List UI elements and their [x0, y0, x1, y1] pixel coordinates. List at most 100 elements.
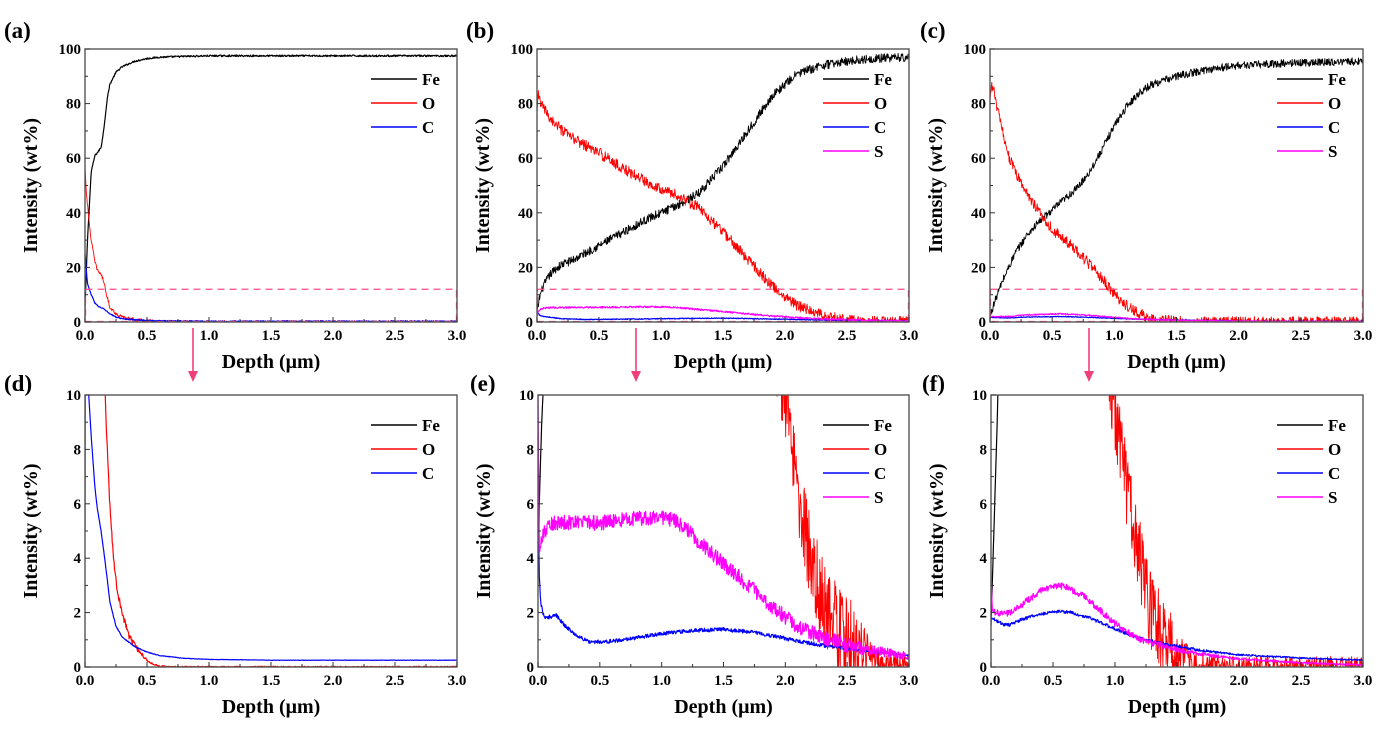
x-tick-label: 3.0 [900, 673, 919, 689]
legend-label: S [1328, 488, 1337, 507]
x-tick-label: 1.0 [200, 673, 219, 689]
panel-tag-c: (c) [920, 18, 946, 43]
legend-item-o: O [823, 440, 887, 459]
series-group [991, 395, 1363, 667]
y-tick-label: 60 [971, 151, 986, 167]
arrow-head [1084, 371, 1094, 382]
x-tick-label: 2.0 [1229, 328, 1248, 344]
series-line-o [104, 395, 457, 667]
legend-label: C [874, 464, 886, 483]
y-axis-title: Intensity (wt%) [472, 118, 494, 253]
x-tick-label: 1.0 [652, 328, 671, 344]
y-axis-title: Intensity (wt%) [925, 118, 947, 253]
legend-item-c: C [371, 464, 434, 483]
panel-tag-b: (b) [466, 18, 494, 43]
legend-item-o: O [823, 94, 887, 113]
y-tick-label: 6 [980, 497, 988, 513]
series-group [538, 395, 909, 667]
zoom-arrow-1 [188, 328, 198, 382]
x-tick-label: 3.0 [448, 673, 467, 689]
x-tick-label: 0.5 [138, 673, 157, 689]
panel-tag-a: (a) [4, 18, 31, 43]
panel-d: (d) 0.0 0.5 1.0 1.5 2.0 2.5 3.0 0 2 4 6 8 10 Depth (μm… [4, 371, 467, 718]
plot-frame [536, 48, 910, 323]
legend-item-fe: Fe [823, 70, 892, 89]
series-line-fe [990, 57, 1363, 316]
x-tick-label: 1.0 [200, 328, 219, 344]
legend-label: O [874, 94, 887, 113]
y-tick-label: 0 [979, 315, 987, 331]
plot-frame [990, 394, 1364, 668]
zoom-arrow-3 [1084, 328, 1094, 382]
legend-label: C [422, 464, 434, 483]
x-tick-label: 3.0 [1354, 673, 1373, 689]
legend-item-s: S [1277, 142, 1337, 161]
series-line-s [538, 395, 909, 661]
legend-label: Fe [874, 70, 892, 89]
zoom-arrow-2 [631, 328, 641, 382]
x-tick-label: 3.0 [1354, 328, 1373, 344]
y-tick-label: 100 [511, 42, 534, 58]
plot-frame [84, 48, 458, 323]
zoom-region-box [84, 288, 458, 323]
y-tick-label: 0 [527, 660, 535, 676]
legend-label: Fe [422, 416, 440, 435]
y-tick-label: 8 [74, 442, 82, 458]
x-tick-label: 1.5 [1167, 328, 1186, 344]
legend-label: Fe [1328, 416, 1346, 435]
legend-item-c: C [823, 464, 886, 483]
arrow-head [188, 371, 198, 382]
y-tick-label: 6 [74, 497, 82, 513]
panel-c: (c) 0.0 0.5 1.0 1.5 2.0 2.5 3.0 0 20 40 60 80 100 Dept… [920, 18, 1372, 373]
legend-label: O [422, 440, 435, 459]
legend-item-c: C [1277, 464, 1340, 483]
x-tick-label: 0.5 [590, 673, 609, 689]
y-tick-label: 8 [527, 442, 535, 458]
legend: Fe OC [371, 416, 440, 483]
series-line-s [991, 569, 1363, 666]
y-axis-title: Intensity (wt%) [926, 464, 948, 599]
y-tick-label: 2 [74, 606, 82, 622]
y-tick-label: 80 [971, 97, 986, 113]
panel-tag-f: (f) [922, 371, 945, 396]
x-tick-label: 2.5 [386, 673, 405, 689]
legend-item-fe: Fe [371, 416, 440, 435]
x-tick-label: 0.0 [76, 328, 95, 344]
x-tick-label: 2.0 [776, 673, 795, 689]
legend-label: C [874, 118, 886, 137]
y-tick-label: 80 [66, 97, 81, 113]
plot-frame [537, 394, 910, 668]
panels: (a)0.0 0.5 1.0 1.5 2.0 2.5 3.0020406080100Dept… [4, 18, 1373, 718]
x-axis-title: Depth (μm) [222, 351, 321, 373]
panel-tag-d: (d) [4, 371, 32, 396]
legend: Fe OCS [823, 70, 892, 161]
series-line-fe [85, 54, 457, 309]
panel-a: (a) 0.0 0.5 1.0 1.5 2.0 2.5 3.0 0 20 40 60 80 100 Dept… [4, 18, 466, 373]
y-tick-label: 40 [66, 206, 81, 222]
x-tick-label: 1.5 [262, 673, 281, 689]
legend-label: O [1328, 440, 1341, 459]
legend-label: Fe [422, 70, 440, 89]
y-tick-label: 0 [74, 315, 82, 331]
legend-label: Fe [874, 416, 892, 435]
legend-label: O [422, 94, 435, 113]
x-axis-title: Depth (μm) [222, 696, 321, 718]
x-tick-label: 3.0 [900, 328, 919, 344]
panel-tag-e: (e) [470, 371, 496, 396]
y-tick-label: 20 [66, 260, 81, 276]
x-tick-label: 2.5 [838, 328, 857, 344]
legend: Fe OCS [1277, 416, 1346, 507]
legend-item-c: C [371, 118, 434, 137]
x-tick-label: 1.5 [714, 328, 733, 344]
legend-label: O [874, 440, 887, 459]
x-tick-label: 0.0 [982, 673, 1001, 689]
plot-frame [989, 48, 1364, 323]
zoom-arrows [188, 328, 1094, 382]
x-tick-label: 0.5 [138, 328, 157, 344]
legend-label: C [1328, 464, 1340, 483]
y-tick-label: 20 [971, 260, 986, 276]
x-tick-label: 1.5 [1168, 673, 1187, 689]
legend-item-fe: Fe [1277, 416, 1346, 435]
x-tick-label: 1.0 [652, 673, 671, 689]
legend: Fe OCS [823, 416, 892, 507]
